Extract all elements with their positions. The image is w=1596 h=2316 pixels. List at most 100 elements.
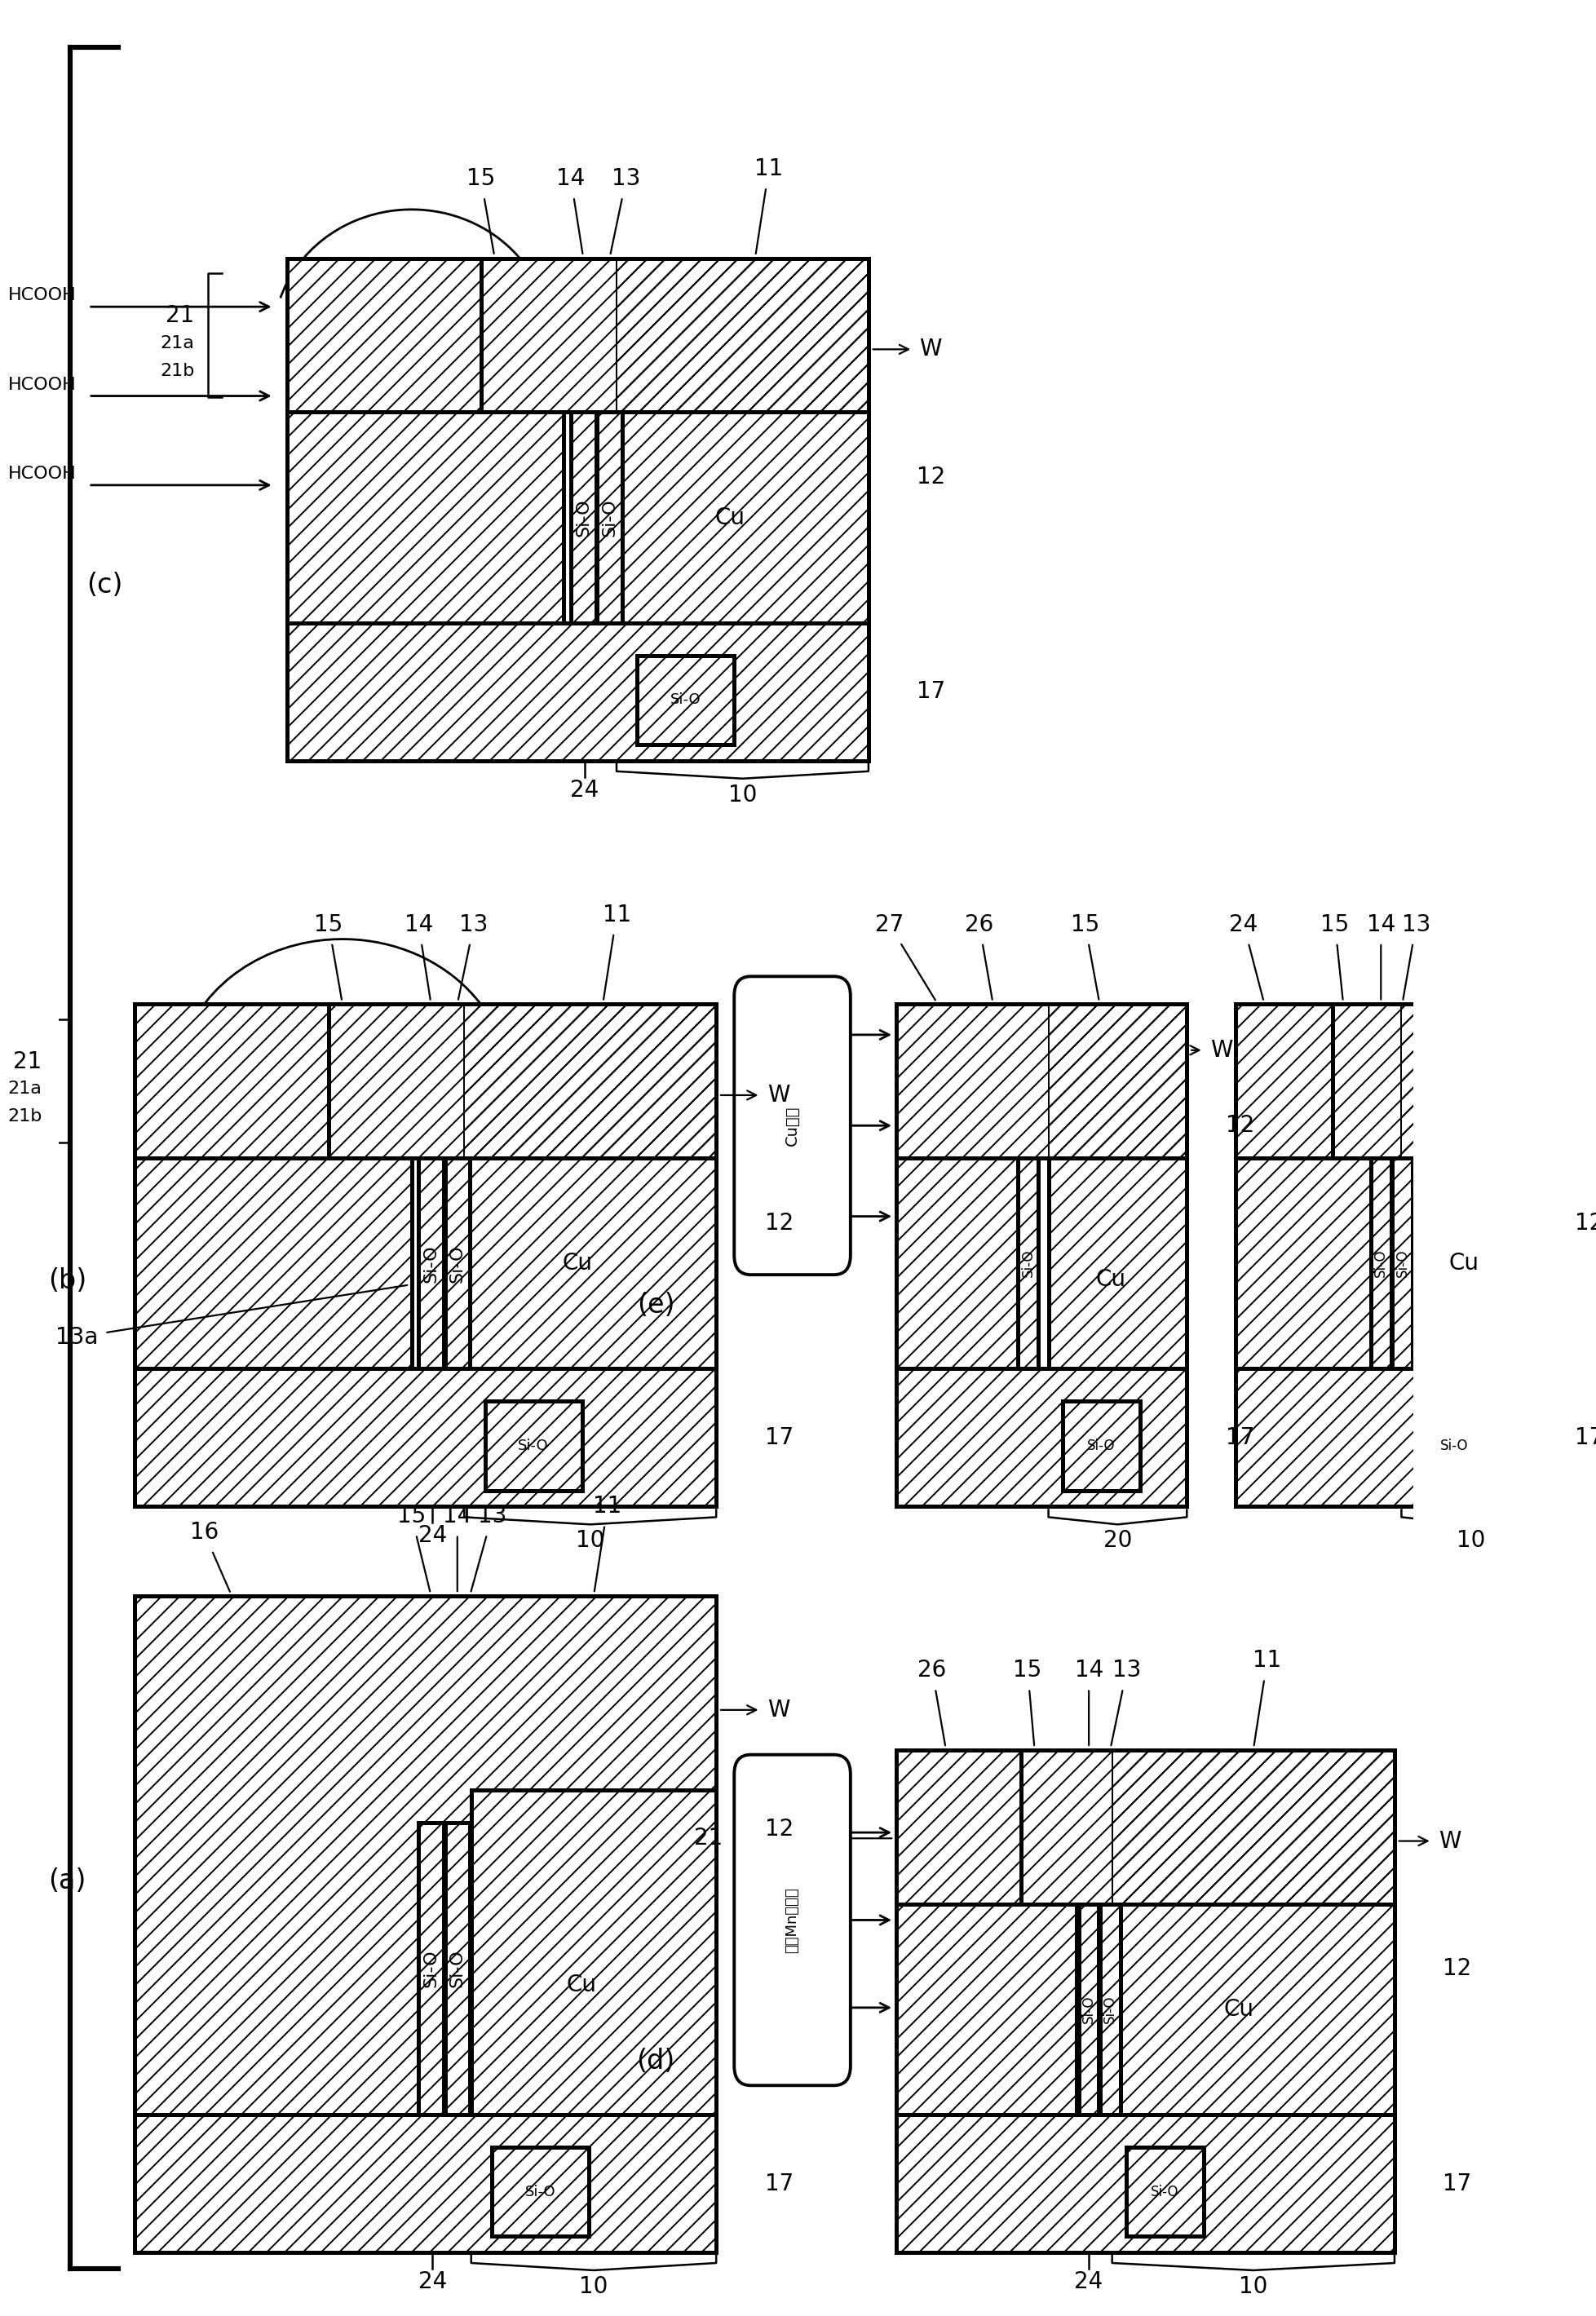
- Text: 17: 17: [1226, 1427, 1254, 1450]
- Text: 17: 17: [1575, 1427, 1596, 1450]
- Text: 10: 10: [579, 2274, 608, 2297]
- Text: 17: 17: [918, 681, 946, 704]
- Text: 21: 21: [13, 1049, 41, 1072]
- Text: 12: 12: [764, 1818, 793, 1841]
- Text: (a): (a): [48, 1867, 86, 1894]
- Text: Cu: Cu: [1449, 1253, 1479, 1274]
- Bar: [1100, 1904, 1120, 2115]
- Text: 12: 12: [1226, 1114, 1254, 1137]
- Bar: [1125, 2147, 1203, 2237]
- Bar: [134, 1003, 329, 1158]
- Bar: [1125, 2147, 1203, 2237]
- Bar: [287, 412, 563, 623]
- Text: 11: 11: [602, 903, 630, 1001]
- Bar: [897, 1369, 1187, 1508]
- Bar: [418, 1158, 444, 1369]
- Bar: [418, 1823, 444, 2115]
- Text: 14: 14: [444, 1505, 472, 1591]
- Bar: [1100, 1904, 1120, 2115]
- Bar: [1079, 1904, 1098, 2115]
- Text: W: W: [721, 1698, 790, 1721]
- Text: 11: 11: [1253, 1649, 1282, 1746]
- Text: HCOOH: HCOOH: [8, 466, 77, 482]
- Bar: [445, 1158, 469, 1369]
- Text: Si-O: Si-O: [423, 1244, 439, 1283]
- Bar: [287, 257, 480, 412]
- Text: 21: 21: [166, 303, 195, 327]
- Bar: [492, 2147, 589, 2237]
- Bar: [134, 1158, 412, 1369]
- Bar: [616, 257, 868, 623]
- Text: 24: 24: [418, 2270, 447, 2293]
- Text: Si-O: Si-O: [602, 498, 618, 537]
- Text: 14: 14: [1074, 1658, 1103, 1746]
- Bar: [134, 1369, 717, 1508]
- Bar: [464, 1003, 717, 1369]
- Text: 16: 16: [190, 1522, 230, 1591]
- Text: 13: 13: [471, 1505, 506, 1591]
- Text: 15: 15: [466, 167, 495, 255]
- Bar: [897, 1158, 1021, 1369]
- Text: Si-O: Si-O: [448, 1244, 466, 1283]
- Bar: [1371, 1158, 1390, 1369]
- Bar: [134, 1369, 717, 1508]
- Bar: [1112, 1751, 1395, 2115]
- Text: Si-O: Si-O: [1395, 1248, 1409, 1278]
- Text: (d): (d): [637, 2047, 675, 2075]
- Text: 12: 12: [1443, 1957, 1472, 1980]
- Bar: [1401, 1003, 1540, 1369]
- Bar: [485, 1401, 583, 1492]
- Bar: [287, 412, 563, 623]
- Bar: [464, 1003, 717, 1369]
- Text: Si-O: Si-O: [1440, 1438, 1468, 1452]
- FancyBboxPatch shape: [734, 977, 851, 1274]
- Text: Si-O: Si-O: [525, 2184, 555, 2198]
- Bar: [1021, 1751, 1395, 1904]
- Text: Cu: Cu: [562, 1253, 592, 1274]
- Bar: [897, 1904, 1076, 2115]
- Text: 12: 12: [1575, 1211, 1596, 1234]
- Bar: [571, 412, 595, 623]
- Text: Si-O: Si-O: [1020, 1248, 1036, 1278]
- Text: Si-O: Si-O: [423, 1950, 439, 1987]
- Bar: [897, 1003, 1187, 1158]
- Text: 17: 17: [764, 1427, 793, 1450]
- Text: 13: 13: [1401, 913, 1430, 1001]
- Text: 15: 15: [1320, 913, 1349, 1001]
- Text: Si-O: Si-O: [670, 692, 701, 706]
- Text: 12: 12: [764, 1211, 793, 1234]
- Bar: [1401, 1003, 1540, 1369]
- Bar: [134, 1158, 412, 1369]
- Bar: [1063, 1401, 1140, 1492]
- Bar: [1235, 1369, 1540, 1508]
- Text: 14: 14: [1366, 913, 1395, 1001]
- Bar: [1333, 1003, 1540, 1158]
- Bar: [897, 1158, 1021, 1369]
- Text: 10: 10: [1456, 1529, 1484, 1552]
- Text: 15: 15: [1071, 913, 1100, 1001]
- Bar: [1021, 1751, 1395, 1904]
- Text: Si-O: Si-O: [1087, 1438, 1116, 1452]
- Text: 15: 15: [1013, 1658, 1042, 1746]
- Bar: [637, 655, 734, 743]
- Bar: [1049, 1003, 1187, 1369]
- Bar: [897, 1003, 1187, 1158]
- Text: 13: 13: [458, 913, 488, 1001]
- Text: 13: 13: [1111, 1658, 1141, 1746]
- Bar: [1018, 1158, 1037, 1369]
- Text: 14: 14: [557, 167, 586, 255]
- Bar: [897, 2115, 1395, 2253]
- Text: 15: 15: [314, 913, 343, 1001]
- Text: 20: 20: [1103, 1529, 1132, 1552]
- Text: Si-O: Si-O: [1151, 2184, 1179, 2198]
- Bar: [1416, 1401, 1492, 1492]
- Text: 有机Mn前驱体: 有机Mn前驱体: [785, 1888, 800, 1952]
- Text: 17: 17: [764, 2172, 793, 2196]
- Text: Cu原料: Cu原料: [785, 1105, 800, 1146]
- Bar: [1235, 1158, 1374, 1369]
- Text: (e): (e): [637, 1292, 675, 1320]
- Text: W: W: [721, 1084, 790, 1107]
- Bar: [1018, 1158, 1037, 1369]
- Bar: [1112, 1751, 1395, 2115]
- Text: 13: 13: [611, 167, 640, 255]
